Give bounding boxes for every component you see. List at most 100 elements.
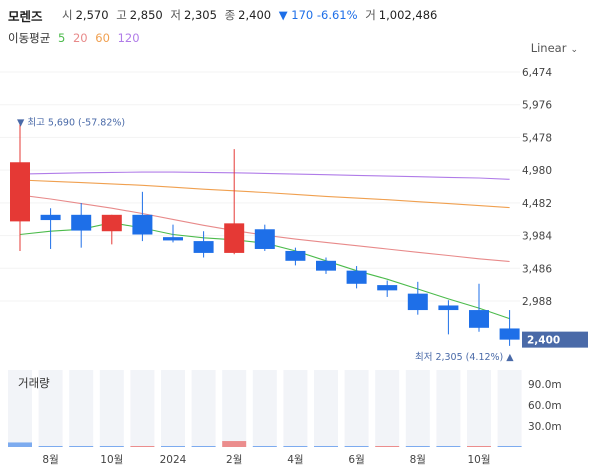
candle-body bbox=[254, 229, 275, 249]
y-tick-label: 6,474 bbox=[522, 67, 552, 79]
volume-panel-title: 거래량 bbox=[18, 376, 50, 390]
volume-column-bg bbox=[222, 370, 247, 447]
candle-body bbox=[132, 214, 153, 235]
ma60-line bbox=[19, 179, 510, 209]
candle-body bbox=[438, 305, 459, 311]
volume-column-bg bbox=[283, 370, 308, 447]
volume-bar bbox=[467, 446, 491, 447]
volume-column-bg bbox=[497, 370, 522, 447]
scale-mode-dropdown[interactable]: Linear ⌄ bbox=[531, 41, 578, 55]
low-value: 2,305 bbox=[183, 8, 217, 22]
volume-column-bg bbox=[8, 370, 32, 447]
x-tick-label: 10월 bbox=[467, 454, 490, 466]
high-marker-label: ▼ 최고 5,690 (-57.82%) bbox=[17, 118, 125, 129]
scale-mode-label: Linear bbox=[530, 41, 567, 55]
high-label: 고 bbox=[116, 8, 127, 22]
candle-body bbox=[499, 328, 520, 340]
x-tick-label: 2월 bbox=[226, 454, 242, 466]
volume-column-bg bbox=[191, 370, 216, 447]
candle-body bbox=[163, 237, 183, 241]
volume-bar bbox=[497, 446, 522, 447]
candle-body bbox=[10, 162, 30, 222]
candle-body bbox=[224, 223, 245, 253]
y-tick-label: 3,984 bbox=[522, 231, 552, 243]
stock-name: 모렌즈 bbox=[8, 9, 43, 24]
low-marker-label: 최저 2,305 (4.12%) ▲ bbox=[415, 352, 514, 363]
volume-bar bbox=[375, 446, 400, 447]
candle-body bbox=[40, 214, 61, 221]
candle-body bbox=[193, 241, 214, 253]
volume-bar bbox=[222, 441, 247, 447]
change-value: ▼ 170 -6.61% bbox=[278, 8, 358, 22]
moving-average-legend: 이동평균 5 20 60 120 bbox=[8, 30, 144, 46]
x-tick-label: 2024 bbox=[160, 454, 187, 466]
volume-bar bbox=[130, 446, 155, 447]
ma-legend-60[interactable]: 60 bbox=[95, 31, 110, 45]
volume-bar bbox=[38, 446, 63, 447]
open-value: 2,570 bbox=[75, 8, 109, 22]
volume-column-bg bbox=[375, 370, 400, 447]
y-tick-label: 2,988 bbox=[522, 296, 552, 308]
volume-column-bg bbox=[436, 370, 461, 447]
candle-body bbox=[469, 310, 489, 328]
y-tick-label: 4,980 bbox=[522, 165, 552, 177]
ma-legend-label: 이동평균 bbox=[8, 31, 51, 45]
volume-column-bg bbox=[69, 370, 94, 447]
volume-column-bg bbox=[467, 370, 491, 447]
candle-body bbox=[101, 214, 122, 232]
volume-bar bbox=[161, 446, 185, 447]
volume-column-bg bbox=[252, 370, 277, 447]
x-tick-label: 6월 bbox=[348, 454, 364, 466]
last-price-tag bbox=[522, 331, 588, 348]
x-tick-label: 4월 bbox=[287, 454, 303, 466]
volume-column-bg bbox=[161, 370, 185, 447]
volume-bar bbox=[99, 446, 124, 447]
volume-tick-label: 30.0m bbox=[528, 421, 562, 433]
ohlc-summary: 시 2,570 고 2,850 저 2,305 종 2,400 ▼ 170 -6.61%… bbox=[58, 7, 437, 23]
volume-bar bbox=[405, 446, 430, 447]
x-tick-label: 8월 bbox=[42, 454, 58, 466]
volume-label: 거 bbox=[365, 8, 376, 22]
volume-column-bg bbox=[344, 370, 369, 447]
volume-value: 1,002,486 bbox=[378, 8, 438, 22]
volume-tick-label: 60.0m bbox=[528, 400, 562, 412]
volume-bar bbox=[69, 446, 94, 447]
ma-legend-20[interactable]: 20 bbox=[72, 31, 88, 45]
x-tick-label: 10월 bbox=[100, 454, 123, 466]
y-tick-label: 5,976 bbox=[522, 100, 552, 112]
ma-legend-120[interactable]: 120 bbox=[117, 31, 140, 45]
chevron-down-icon: ⌄ bbox=[570, 45, 578, 55]
volume-bar bbox=[8, 442, 32, 447]
candle-body bbox=[346, 270, 367, 284]
quote-header: 모렌즈 시 2,570 고 2,850 저 2,305 종 2,400 ▼ 170 -6… bbox=[0, 0, 600, 28]
low-label: 저 bbox=[170, 8, 181, 22]
volume-bar bbox=[314, 446, 338, 447]
open-label: 시 bbox=[62, 8, 73, 22]
y-tick-label: 5,478 bbox=[522, 132, 552, 144]
volume-bar bbox=[191, 446, 216, 447]
ma120-line bbox=[19, 171, 510, 180]
volume-column-bg bbox=[405, 370, 430, 447]
y-tick-label: 3,486 bbox=[522, 263, 552, 275]
volume-tick-label: 90.0m bbox=[528, 379, 562, 391]
volume-column-bg bbox=[130, 370, 155, 447]
y-tick-label: 4,482 bbox=[522, 198, 552, 210]
close-label: 종 bbox=[224, 8, 236, 22]
close-value: 2,400 bbox=[238, 8, 272, 22]
candle-body bbox=[285, 250, 306, 261]
volume-bar bbox=[252, 446, 277, 447]
volume-bar bbox=[344, 446, 369, 447]
volume-column-bg bbox=[99, 370, 124, 447]
candle-body bbox=[316, 260, 336, 271]
volume-column-bg bbox=[38, 370, 63, 447]
candle-body bbox=[407, 293, 428, 311]
volume-bar bbox=[436, 446, 461, 447]
high-value: 2,850 bbox=[129, 8, 163, 22]
candle-body bbox=[377, 285, 398, 291]
last-price-label: 2,400 bbox=[527, 335, 560, 347]
volume-column-bg bbox=[314, 370, 338, 447]
candle-body bbox=[71, 214, 92, 231]
ma-legend-5[interactable]: 5 bbox=[57, 31, 66, 45]
volume-bar bbox=[283, 446, 308, 447]
